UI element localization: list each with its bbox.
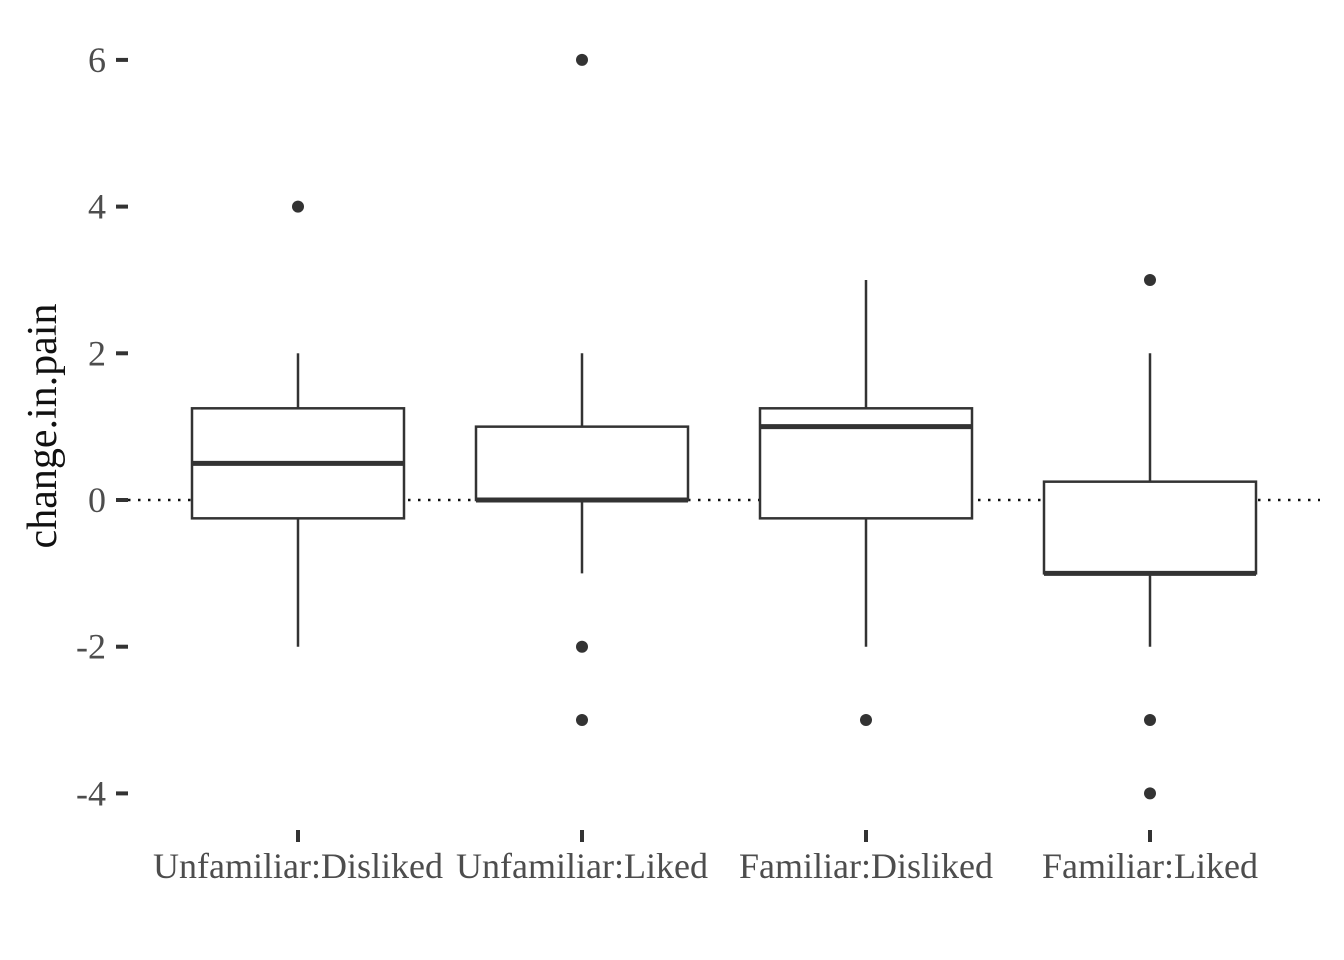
outlier-point (292, 200, 304, 213)
outlier-point (1144, 787, 1156, 800)
outlier-point (576, 53, 588, 66)
box-body (474, 425, 690, 502)
outlier-point (576, 714, 588, 727)
outliers-layer (292, 53, 1156, 800)
box-familiar-disliked (758, 279, 974, 647)
x-category-label: Unfamiliar:Liked (456, 846, 708, 886)
box-body (1042, 480, 1258, 575)
outlier-point (1144, 714, 1156, 727)
x-category-label: Unfamiliar:Disliked (153, 846, 443, 886)
y-tick-label: 4 (88, 187, 106, 227)
boxes-layer (190, 279, 1258, 647)
outlier-point (1144, 273, 1156, 286)
y-tick-label: -2 (76, 627, 106, 667)
outlier-point (576, 640, 588, 653)
box-unfamiliar-disliked (190, 353, 406, 647)
y-tick-label: 2 (88, 333, 106, 373)
y-axis-title: change.in.pain (20, 304, 66, 549)
y-tick-label: -4 (76, 773, 106, 813)
box-familiar-liked (1042, 353, 1258, 647)
y-axis: -4 -2 0 2 4 6 (76, 40, 128, 813)
outlier-point (860, 714, 872, 727)
box-unfamiliar-liked (474, 353, 690, 574)
y-tick-label: 6 (88, 40, 106, 80)
x-axis: Unfamiliar:Disliked Unfamiliar:Liked Famil… (153, 830, 1258, 886)
x-category-label: Familiar:Liked (1042, 846, 1258, 886)
x-category-label: Familiar:Disliked (739, 846, 993, 886)
y-tick-label: 0 (88, 480, 106, 520)
